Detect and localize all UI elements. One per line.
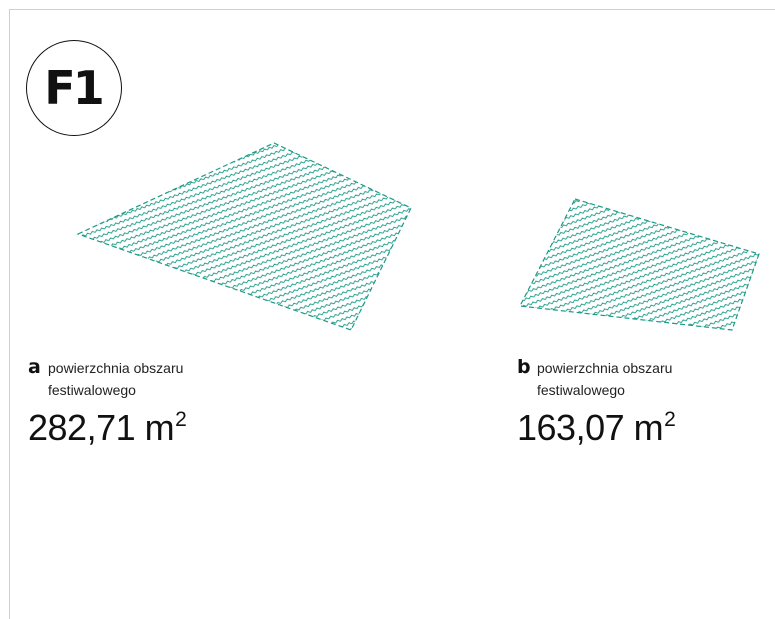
area-b-value: 163,07 m2 — [517, 407, 676, 448]
area-b-unit: m — [633, 407, 664, 448]
area-a-unit-exp: 2 — [175, 408, 187, 431]
area-b-unit-exp: 2 — [664, 408, 676, 431]
area-a-caption: a powierzchnia obszaru festiwalowego 282… — [28, 356, 187, 448]
area-a-letter: a — [28, 356, 41, 378]
area-a-number: 282,71 — [28, 407, 136, 448]
area-a-label-line2: festiwalowego — [48, 382, 136, 398]
area-b-label-line1: powierzchnia obszaru — [537, 360, 673, 376]
area-b-caption: b powierzchnia obszaru festiwalowego 163… — [517, 356, 676, 448]
area-b-shape — [519, 198, 760, 331]
panel-frame — [9, 9, 775, 619]
area-a-label-line1: powierzchnia obszaru — [48, 360, 184, 376]
area-b-label-line2: festiwalowego — [537, 382, 625, 398]
area-a-value: 282,71 m2 — [28, 407, 187, 448]
area-a-shape — [76, 142, 412, 331]
area-b-letter: b — [517, 356, 531, 378]
area-b-number: 163,07 — [517, 407, 625, 448]
badge-circle: F1 — [26, 40, 122, 136]
area-a-unit: m — [144, 407, 175, 448]
badge-label: F1 — [44, 61, 104, 115]
